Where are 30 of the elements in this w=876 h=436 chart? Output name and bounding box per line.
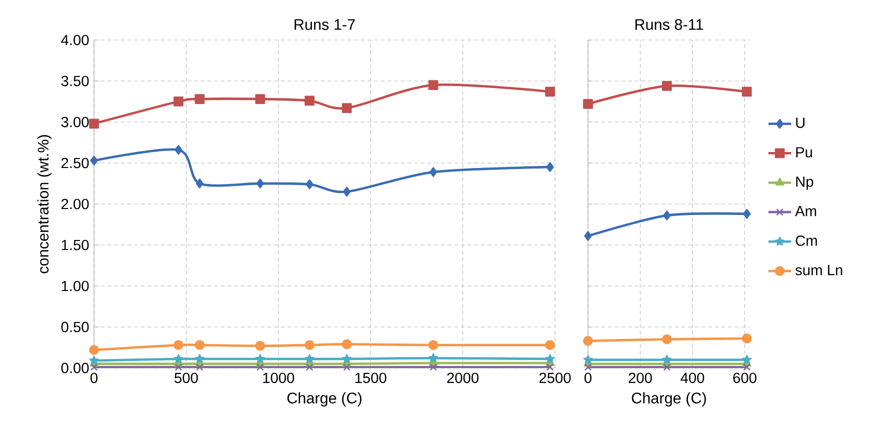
x-tick-label: 1000 — [263, 372, 294, 384]
x-axis-title: Charge (C) — [632, 392, 706, 407]
legend-label: sum Ln — [795, 265, 842, 276]
y-tick-label: 3.50 — [61, 76, 89, 86]
y-tick-label: 2.00 — [61, 198, 89, 210]
y-tick-label: 1.50 — [62, 240, 89, 250]
y-tick-label: 1.00 — [62, 280, 89, 292]
legend-label: Cm — [796, 235, 817, 246]
x-tick-label: 500 — [174, 372, 198, 384]
chart-title: Runs 8-11 — [635, 19, 704, 30]
legend-label: Pu — [796, 147, 812, 158]
x-tick-label: 0 — [90, 372, 98, 384]
y-tick-label: 0.50 — [61, 322, 89, 332]
y-axis-title: concentration (wt.%) — [37, 135, 52, 274]
legend-label: U — [796, 118, 804, 128]
x-tick-label: 0 — [584, 372, 592, 384]
legend-label: Am — [795, 206, 816, 216]
x-tick-label: 200 — [628, 372, 652, 384]
legend-label: Np — [796, 176, 814, 190]
x-tick-label: 400 — [680, 372, 704, 384]
y-tick-label: 0.00 — [61, 362, 89, 374]
y-tick-label: 3.00 — [61, 116, 89, 128]
x-tick-label: 1500 — [355, 372, 386, 384]
x-axis-title: Charge (C) — [287, 392, 362, 407]
x-tick-label: 2500 — [539, 372, 571, 384]
chart-title: Runs 1-7 — [294, 19, 355, 30]
y-tick-label: 2.50 — [61, 158, 89, 168]
x-tick-label: 600 — [733, 372, 756, 384]
y-tick-label: 4.00 — [61, 34, 89, 46]
x-tick-label: 2000 — [447, 372, 479, 384]
